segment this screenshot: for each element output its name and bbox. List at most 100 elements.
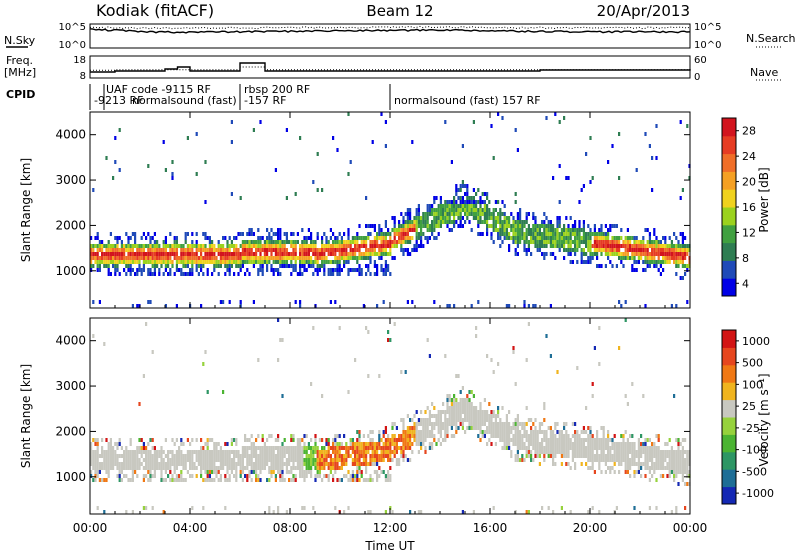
- heatmap-cell: [259, 236, 262, 240]
- heatmap-cell: [329, 454, 332, 458]
- heatmap-cell: [250, 446, 253, 450]
- heatmap-cell: [182, 462, 185, 466]
- heatmap-cell: [193, 244, 196, 248]
- heatmap-cell: [448, 212, 451, 216]
- heatmap-cell: [261, 244, 264, 248]
- heatmap-cell: [186, 248, 189, 252]
- heatmap-cell: [283, 232, 286, 236]
- heatmap-cell: [215, 442, 218, 446]
- heatmap-cell: [382, 430, 385, 434]
- heatmap-cell: [171, 160, 174, 164]
- heatmap-cell: [406, 446, 409, 450]
- heatmap-cell: [609, 224, 612, 228]
- heatmap-cell: [380, 236, 383, 240]
- heatmap-cell: [444, 418, 447, 422]
- heatmap-cell: [470, 422, 473, 426]
- heatmap-cell: [281, 458, 284, 462]
- heatmap-cell: [398, 232, 401, 236]
- heatmap-cell: [215, 466, 218, 470]
- heatmap-cell: [657, 244, 660, 248]
- heatmap-cell: [244, 438, 247, 442]
- heatmap-cell: [409, 240, 412, 244]
- heatmap-cell: [444, 216, 447, 220]
- heatmap-cell: [503, 232, 506, 236]
- heatmap-cell: [153, 252, 156, 256]
- heatmap-cell: [299, 438, 302, 442]
- heatmap-cell: [428, 446, 431, 450]
- heatmap-cell: [519, 430, 522, 434]
- heatmap-cell: [620, 458, 623, 462]
- heatmap-cell: [657, 450, 660, 454]
- heatmap-cell: [543, 446, 546, 450]
- heatmap-cell: [679, 260, 682, 264]
- heatmap-cell: [395, 458, 398, 462]
- heatmap-cell: [365, 446, 368, 450]
- heatmap-cell: [103, 478, 106, 482]
- heatmap-cell: [314, 478, 317, 482]
- heatmap-cell: [105, 462, 108, 466]
- heatmap-cell: [631, 244, 634, 248]
- heatmap-cell: [635, 244, 638, 248]
- heatmap-cell: [131, 466, 134, 470]
- heatmap-cell: [444, 434, 447, 438]
- heatmap-cell: [107, 268, 110, 272]
- heatmap-cell: [574, 248, 577, 252]
- heatmap-cell: [186, 454, 189, 458]
- heatmap-cell: [277, 232, 280, 236]
- heatmap-cell: [488, 422, 491, 426]
- heatmap-cell: [501, 430, 504, 434]
- x-tick-label: 08:00: [273, 521, 308, 535]
- heatmap-cell: [532, 422, 535, 426]
- heatmap-cell: [481, 418, 484, 422]
- heatmap-cell: [492, 224, 495, 228]
- heatmap-cell: [402, 224, 405, 228]
- heatmap-cell: [578, 244, 581, 248]
- heatmap-cell: [321, 454, 324, 458]
- heatmap-cell: [112, 248, 115, 252]
- heatmap-cell: [538, 224, 541, 228]
- heatmap-cell: [556, 446, 559, 450]
- heatmap-cell: [404, 442, 407, 446]
- heatmap-cell: [593, 442, 596, 446]
- heatmap-cell: [618, 300, 621, 304]
- heatmap-cell: [228, 454, 231, 458]
- heatmap-cell: [274, 256, 277, 260]
- heatmap-cell: [160, 256, 163, 260]
- heatmap-cell: [626, 256, 629, 260]
- heatmap-cell: [536, 232, 539, 236]
- heatmap-cell: [494, 224, 497, 228]
- heatmap-cell: [620, 228, 623, 232]
- heatmap-cell: [362, 458, 365, 462]
- heatmap-cell: [301, 462, 304, 466]
- heatmap-cell: [523, 304, 526, 308]
- heatmap-cell: [250, 458, 253, 462]
- heatmap-cell: [585, 406, 588, 410]
- heatmap-cell: [492, 422, 495, 426]
- heatmap-cell: [134, 272, 137, 276]
- heatmap-cell: [497, 236, 500, 240]
- heatmap-cell: [604, 462, 607, 466]
- colorbar-tick-label: 4: [742, 277, 749, 290]
- heatmap-cell: [675, 252, 678, 256]
- heatmap-cell: [472, 204, 475, 208]
- heatmap-cell: [659, 458, 662, 462]
- heatmap-cell: [494, 442, 497, 446]
- heatmap-cell: [138, 252, 141, 256]
- heatmap-cell: [272, 232, 275, 236]
- heatmap-cell: [189, 260, 192, 264]
- heatmap-cell: [224, 442, 227, 446]
- heatmap-cell: [514, 232, 517, 236]
- heatmap-cell: [453, 208, 456, 212]
- heatmap-cell: [239, 466, 242, 470]
- heatmap-cell: [450, 204, 453, 208]
- heatmap-cell: [635, 168, 638, 172]
- heatmap-cell: [648, 454, 651, 458]
- heatmap-cell: [582, 430, 585, 434]
- heatmap-cell: [530, 426, 533, 430]
- heatmap-cell: [464, 410, 467, 414]
- heatmap-cell: [567, 240, 570, 244]
- heatmap-cell: [299, 264, 302, 268]
- heatmap-cell: [420, 438, 423, 442]
- heatmap-cell: [587, 426, 590, 430]
- heatmap-cell: [257, 478, 260, 482]
